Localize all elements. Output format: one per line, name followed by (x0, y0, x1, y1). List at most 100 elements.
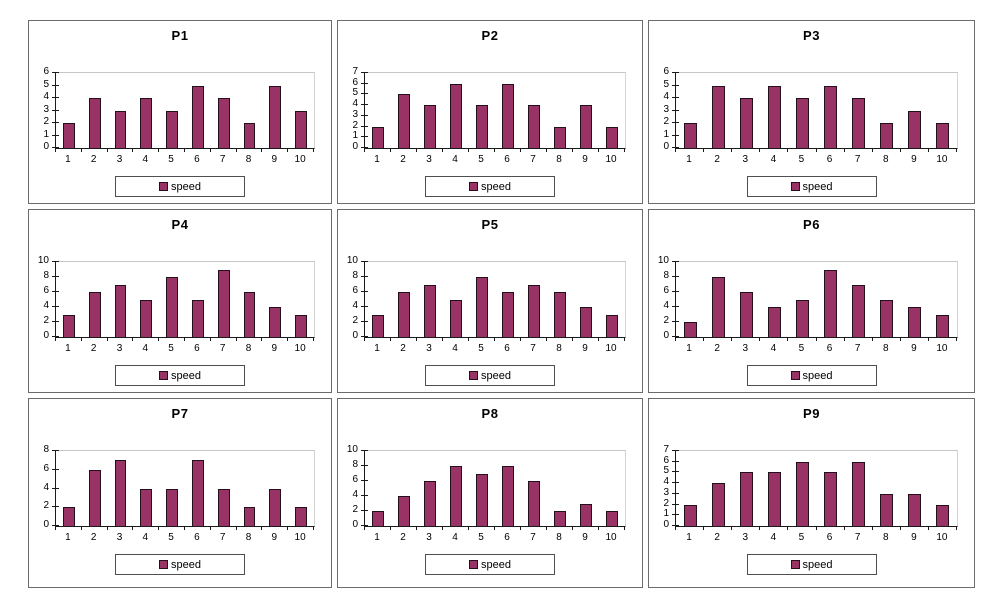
chart-title: P9 (803, 406, 820, 421)
bar-p3-cat1 (683, 123, 697, 148)
bar-p2-cat3 (424, 105, 436, 148)
y-axis-tick (52, 276, 59, 277)
x-axis-category-label: 10 (936, 532, 948, 543)
x-axis-category-label: 5 (168, 532, 174, 543)
x-axis-category-label: 6 (826, 532, 833, 543)
bar-p6-cat2 (711, 277, 725, 337)
y-axis-tick-label: 6 (352, 474, 358, 485)
bar-p9-cat5 (795, 461, 809, 526)
x-axis-category-label: 1 (686, 532, 692, 543)
y-axis-tick (52, 468, 59, 470)
y-axis-tick-label: 6 (352, 285, 358, 296)
bar-p3-cat5 (795, 98, 809, 148)
x-axis-tick (624, 337, 625, 341)
bar-p7-cat9 (269, 488, 282, 526)
y-axis-tick-label: 2 (43, 500, 49, 512)
x-axis-tick (546, 337, 547, 341)
y-axis-tick (361, 306, 368, 307)
x-axis-category-label: 10 (294, 154, 306, 165)
x-axis-tick (900, 526, 901, 530)
x-axis-tick (210, 526, 211, 530)
x-axis-tick (494, 526, 495, 530)
x-axis-category-label: 3 (426, 343, 432, 354)
x-axis-category-label: 7 (219, 343, 226, 354)
x-axis-tick (703, 148, 704, 152)
legend-label: speed (481, 369, 511, 382)
x-axis-tick (416, 526, 417, 530)
x-axis-tick (184, 337, 185, 341)
chart-panel-p9: P9 speed 0 1 2 3 4 5 6 7 1 2 3 4 5 6 7 8 9 10 (648, 398, 975, 588)
bar-p1-cat10 (295, 110, 308, 148)
y-axis-tick (672, 525, 679, 526)
x-axis-tick (520, 337, 521, 341)
y-axis-tick (672, 261, 679, 262)
x-axis-category-label: 6 (504, 343, 510, 354)
y-axis-tick-label: 0 (352, 141, 358, 152)
bar-p5-cat10 (606, 314, 618, 337)
x-axis-tick (816, 148, 817, 152)
x-axis-tick (261, 526, 262, 530)
chart-title: P7 (171, 406, 189, 421)
bar-p3-cat3 (739, 98, 753, 148)
x-axis-category-label: 8 (245, 343, 252, 354)
x-axis-tick (675, 148, 676, 152)
y-axis-tick-label: 1 (43, 128, 49, 140)
y-axis-tick-label: 0 (663, 141, 669, 152)
y-axis-tick-label: 0 (352, 519, 358, 530)
y-axis-tick-label: 2 (43, 116, 49, 127)
y-axis-tick-label: 8 (352, 270, 358, 281)
x-axis-tick (55, 148, 56, 152)
y-axis-tick-label: 10 (657, 255, 669, 266)
y-axis-tick (672, 72, 679, 73)
y-axis-tick (52, 122, 59, 123)
x-axis-category-label: 7 (530, 532, 536, 543)
legend: speed (115, 554, 245, 575)
y-axis-tick (361, 480, 368, 481)
y-axis-tick (52, 147, 59, 148)
x-axis-tick (956, 526, 957, 530)
x-axis-category-label: 5 (798, 532, 805, 543)
x-axis-category-label: 2 (90, 532, 97, 543)
x-axis-category-label: 7 (219, 532, 226, 543)
bar-p7-cat10 (295, 507, 308, 526)
x-axis-category-label: 9 (582, 154, 588, 165)
x-axis-tick (928, 148, 929, 152)
x-axis-tick (287, 337, 288, 341)
bar-p3-cat9 (908, 110, 922, 148)
y-axis-tick-label: 8 (352, 459, 358, 470)
bar-p4-cat5 (166, 277, 179, 337)
bar-p6-cat6 (824, 269, 837, 337)
x-axis-category-label: 10 (605, 154, 617, 165)
bar-p1-cat7 (217, 98, 230, 148)
y-axis-tick-label: 6 (43, 462, 49, 474)
legend: speed (746, 176, 877, 197)
y-axis-tick (361, 276, 368, 277)
x-axis-tick (731, 526, 732, 530)
chart-title: P1 (171, 28, 189, 43)
y-axis-tick-label: 6 (43, 66, 49, 77)
x-axis-category-label: 4 (770, 532, 777, 543)
x-axis-category-label: 5 (798, 154, 805, 165)
y-axis-tick-label: 10 (346, 255, 358, 266)
x-axis-category-label: 8 (882, 154, 889, 165)
bar-p4-cat8 (243, 292, 256, 337)
x-axis-category-label: 3 (742, 532, 749, 543)
y-axis-tick-label: 0 (43, 519, 49, 530)
legend-label: speed (481, 180, 511, 193)
x-axis-category-label: 4 (770, 343, 777, 354)
y-axis-tick (52, 450, 59, 451)
chart-panel-p6: P6 speed 0 2 4 6 8 10 1 2 3 4 5 6 7 8 9 10 (648, 209, 975, 393)
x-axis-tick (703, 526, 704, 530)
bar-p5-cat6 (502, 292, 514, 337)
y-axis-tick-label: 2 (352, 504, 358, 515)
bar-p4-cat2 (88, 292, 101, 337)
legend-swatch-icon (159, 560, 168, 569)
y-axis-tick-label: 5 (663, 78, 669, 90)
y-axis-tick (361, 450, 368, 451)
x-axis-tick (872, 148, 873, 152)
x-axis-tick (844, 526, 845, 530)
y-axis-tick (361, 336, 368, 337)
y-axis-tick (672, 134, 679, 136)
x-axis-tick (494, 337, 495, 341)
x-axis-tick (675, 337, 676, 341)
